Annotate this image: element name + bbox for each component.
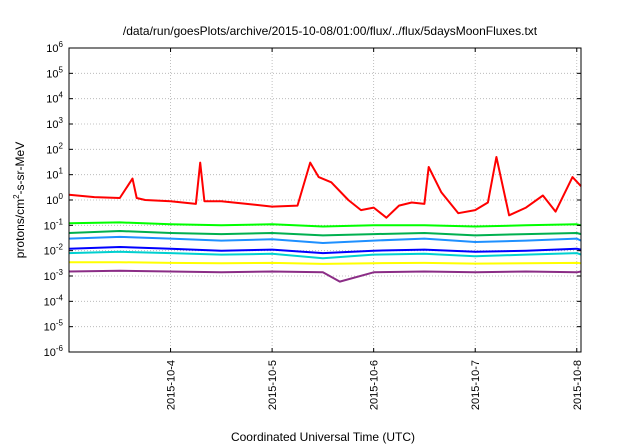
y-axis-label-pre: protons/cm [13,199,27,258]
x-tick-label: 2015-10-7 [470,360,482,410]
y-tick-label: 103 [46,116,63,131]
y-axis-label-post: -s-sr-MeV [13,142,27,195]
series-line-2 [68,221,582,228]
x-tick-label: 2015-10-4 [166,360,178,410]
y-tick-label: 10-2 [44,243,64,258]
x-tick-label: 2015-10-8 [572,360,584,410]
y-tick-label: 10-6 [44,344,64,359]
y-axis-label: protons/cm2-s-sr-MeV [12,142,27,258]
y-tick-label: 10-1 [44,217,64,232]
y-tick-label: 106 [46,40,63,55]
series-line-3 [68,230,582,237]
y-tick-label: 102 [46,141,63,156]
y-tick-label: 10-3 [44,268,64,283]
series-group [68,156,582,283]
y-tick-label: 10-5 [44,319,64,334]
series-line-4 [68,235,582,244]
y-tick-label: 104 [46,91,63,106]
y-tick-label: 101 [46,167,63,182]
series-line-8 [68,269,582,283]
series-line-1 [68,156,582,219]
x-axis-label: Coordinated Universal Time (UTC) [231,430,415,444]
series-line-7 [69,261,582,265]
series-line-5 [68,246,582,255]
y-tick-label: 100 [46,192,63,207]
x-tick-label: 2015-10-6 [369,360,381,410]
y-ticks: 10-6 10-5 10-4 10-3 10-2 10-1 100 101 102 103 104 1… [44,40,581,359]
y-axis-label-sup: 2 [12,194,21,199]
series-line-6 [68,250,582,260]
y-tick-label: 105 [46,65,63,80]
chart-title: /data/run/goesPlots/archive/2015-10-08/0… [123,24,538,38]
x-ticks: 2015-10-4 2015-10-5 2015-10-6 2015-10-7 2015… [166,48,584,410]
x-tick-label: 2015-10-5 [267,360,279,410]
y-tick-label: 10-4 [44,293,64,308]
